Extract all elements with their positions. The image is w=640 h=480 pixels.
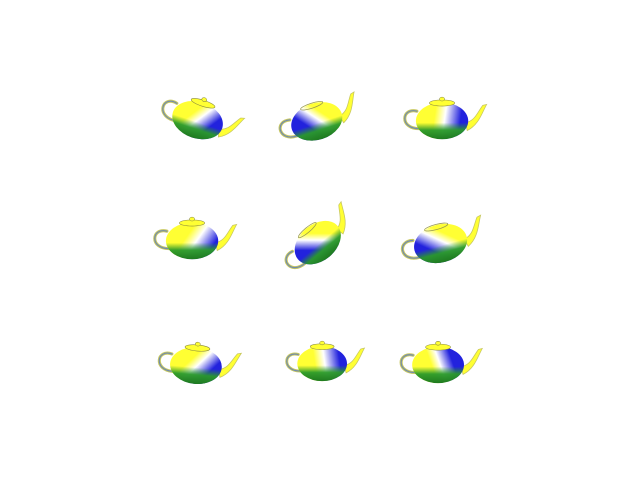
teapot-spout (218, 352, 243, 378)
teapot-knob (439, 96, 445, 102)
teapot-spout (336, 200, 346, 235)
teapot-base-shading (294, 220, 341, 265)
teapot-shape (399, 341, 484, 384)
teapot-spout (464, 103, 488, 132)
teapot-knob (435, 341, 441, 346)
teapot-shape (161, 97, 246, 140)
teapot-base-shading (172, 101, 223, 140)
teapot-shape (284, 200, 346, 270)
teapot-icon (392, 206, 492, 272)
teapot-render (161, 97, 246, 140)
teapot-spout (214, 223, 238, 252)
teapot-spout (338, 91, 355, 124)
teapot-icon (144, 206, 244, 268)
teapot-icon (268, 86, 368, 148)
teapot-shape (278, 91, 355, 141)
teapot-spout (217, 117, 246, 138)
teapot-rim (300, 101, 324, 111)
teapot-shape (401, 214, 482, 264)
teapot-base-shading (170, 347, 222, 384)
teapot-spout (343, 347, 366, 374)
teapot-base-shading (291, 102, 343, 141)
teapot-knob (195, 341, 201, 347)
teapot-shape (157, 341, 243, 384)
teapot-base-shading (412, 346, 464, 384)
teapot-render (153, 216, 238, 260)
teapot-icon (392, 86, 496, 148)
teapot-render (403, 96, 488, 140)
teapot-icon (152, 86, 248, 148)
teapot-base-shading (414, 223, 468, 264)
teapot-knob (201, 97, 207, 102)
teapot-render (285, 340, 366, 382)
teapot-base-shading (415, 102, 469, 140)
teapot-shape (153, 216, 238, 260)
teapot-base-shading (297, 346, 347, 382)
teapot-render (399, 341, 484, 384)
teapot-shape (285, 340, 366, 382)
teapot-render (278, 91, 355, 141)
teapot-icon (270, 200, 366, 276)
teapot-icon (150, 330, 246, 394)
teapot-icon (392, 330, 488, 392)
teapot-render (284, 200, 346, 270)
teapot-base-shading (165, 222, 219, 260)
teapot-spout (463, 214, 482, 248)
teapot-render (401, 214, 482, 264)
teapot-knob (189, 216, 195, 222)
teapot-spout (460, 347, 484, 375)
teapot-shape (403, 96, 488, 140)
teapot-knob (319, 340, 325, 346)
teapot-icon (278, 328, 370, 392)
teapot-rim (424, 222, 449, 232)
teapot-render (157, 341, 243, 384)
teapot-rim (297, 222, 317, 239)
